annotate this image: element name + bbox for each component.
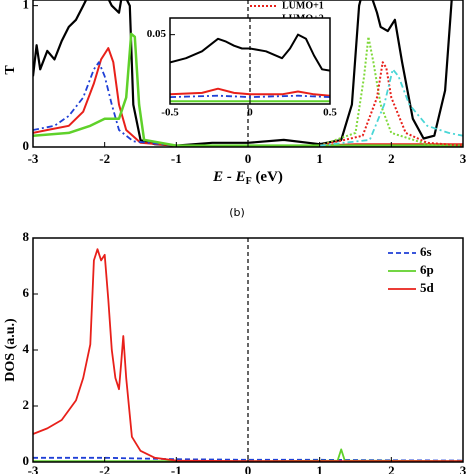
x-tick-label: -1 <box>171 151 182 166</box>
y-axis-label: DOS (a.u.) <box>3 318 18 382</box>
x-axis-label-main: E - E <box>212 169 246 185</box>
x-tick-label: -2 <box>99 463 110 474</box>
x-tick-label: 1 <box>316 151 323 166</box>
series-line <box>170 94 330 98</box>
x-axis-label: E - EF (eV) <box>212 169 283 187</box>
x-tick-label: -0.5 <box>161 107 179 119</box>
x-tick-label: 0 <box>245 463 252 474</box>
series-line <box>319 35 463 147</box>
x-tick-label: 0 <box>245 151 252 166</box>
y-tick-label: 0.05 <box>147 28 167 40</box>
x-tick-label: -3 <box>28 151 39 166</box>
y-tick-label: 4 <box>23 341 30 356</box>
series-line <box>170 33 330 72</box>
x-tick-label: 2 <box>388 463 395 474</box>
series-line <box>33 61 463 147</box>
y-tick-label: 8 <box>23 229 30 244</box>
series-line <box>33 0 453 147</box>
y-tick-label: 0 <box>23 453 30 468</box>
series-line <box>170 87 330 97</box>
x-tick-label: 0.5 <box>323 107 337 119</box>
y-axis-label: T <box>3 65 18 75</box>
x-axis-label-sub: F <box>246 176 252 187</box>
y-tick-label: 1 <box>23 0 30 12</box>
series-line <box>33 32 463 147</box>
y-tick-label: 0 <box>23 138 30 153</box>
x-tick-label: 2 <box>388 151 395 166</box>
x-tick-label: 3 <box>460 463 467 474</box>
series-line <box>319 61 463 147</box>
y-tick-label: 6 <box>23 285 30 300</box>
legend-label: 6s <box>420 244 432 259</box>
x-tick-label: 0 <box>247 107 253 119</box>
x-tick-label: -2 <box>99 151 110 166</box>
legend-label: 6p <box>420 262 434 277</box>
x-tick-label: 3 <box>460 151 467 166</box>
y-tick-label: 2 <box>23 397 30 412</box>
series-line <box>33 248 463 462</box>
x-tick-label: 1 <box>316 463 323 474</box>
legend-label: 5d <box>420 280 435 295</box>
x-tick-label: -3 <box>28 463 39 474</box>
panel-label: (b) <box>229 206 245 219</box>
x-tick-label: -1 <box>171 463 182 474</box>
series-line <box>33 47 463 147</box>
x-axis-label-unit: (eV) <box>252 169 283 185</box>
legend-label: LUMO+1 <box>282 0 324 11</box>
